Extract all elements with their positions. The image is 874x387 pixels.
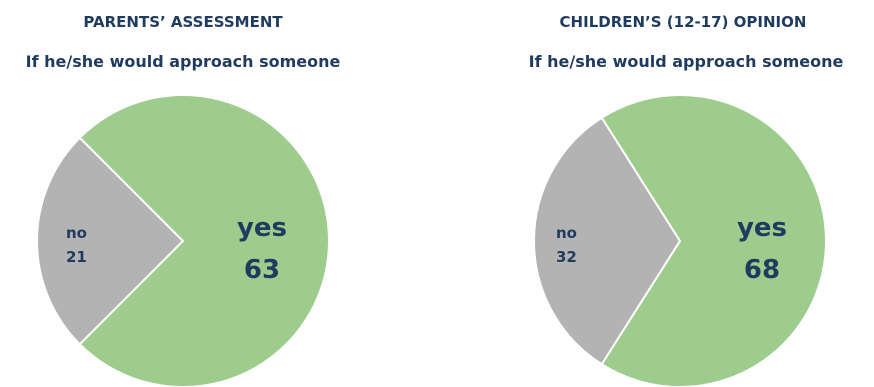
pie-slice-no <box>533 116 682 366</box>
pie-chart-parents: PARENTS’ ASSESSMENT If he/she would appr… <box>26 13 341 387</box>
pie-chart-children: CHILDREN’S (12-17) OPINION If he/she wou… <box>529 13 844 387</box>
slice-label-no: no <box>66 224 87 242</box>
pie-1-slices <box>533 94 827 387</box>
slice-value-yes: 63 <box>244 255 280 285</box>
slice-label-yes: yes <box>237 213 287 243</box>
slice-value-yes: 68 <box>744 255 780 285</box>
chart-subtitle: If he/she would approach someone <box>529 52 844 71</box>
chart-subtitle: If he/she would approach someone <box>26 52 341 71</box>
slice-label-no: no <box>556 224 577 242</box>
slice-value-no: 21 <box>66 248 87 266</box>
pie-slice-yes <box>78 94 330 387</box>
pie-0-slices <box>36 94 330 387</box>
pie-slice-no <box>36 136 185 346</box>
slice-label-yes: yes <box>737 213 787 243</box>
chart-title: PARENTS’ ASSESSMENT <box>83 13 283 31</box>
slice-value-no: 32 <box>556 248 577 266</box>
chart-title: CHILDREN’S (12-17) OPINION <box>560 13 807 31</box>
